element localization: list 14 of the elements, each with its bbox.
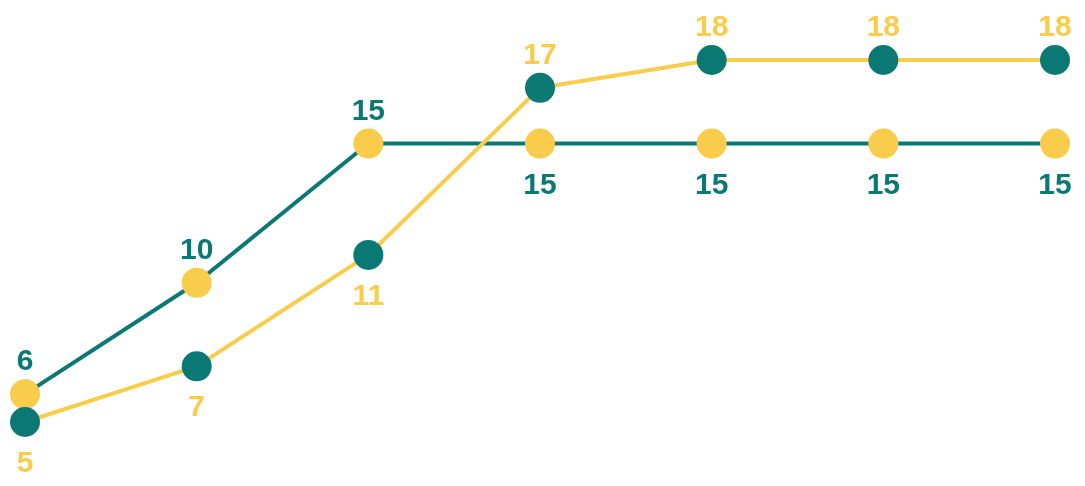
data-label: 11 bbox=[352, 277, 385, 311]
data-label: 6 bbox=[16, 343, 34, 377]
data-label: 18 bbox=[1038, 9, 1072, 42]
data-label: 15 bbox=[1038, 166, 1072, 200]
data-label: 15 bbox=[694, 166, 729, 200]
data-label: 18 bbox=[694, 9, 729, 42]
data-label: 7 bbox=[188, 389, 206, 423]
data-label: 17 bbox=[523, 36, 557, 70]
data-label: 15 bbox=[866, 166, 901, 200]
data-label: 10 bbox=[179, 231, 214, 265]
data-label: 18 bbox=[866, 9, 901, 42]
data-label: 15 bbox=[351, 92, 386, 126]
data-label: 5 bbox=[16, 445, 34, 478]
data-label: 15 bbox=[523, 166, 557, 200]
